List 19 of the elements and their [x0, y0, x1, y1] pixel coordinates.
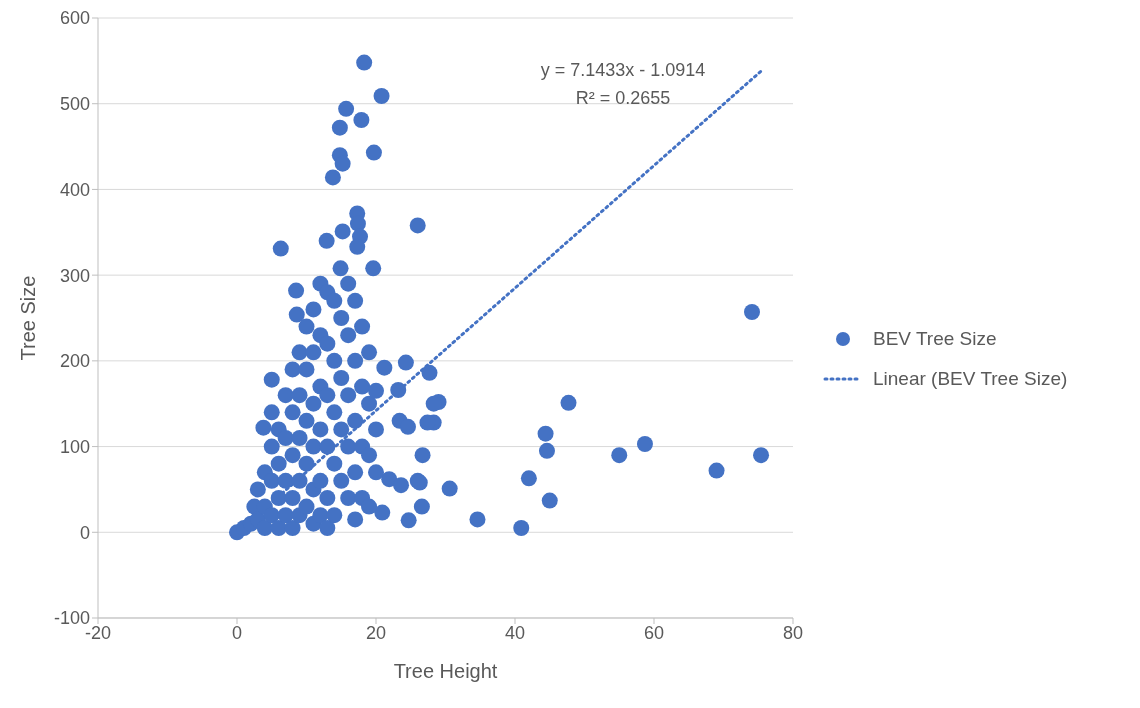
annotation: R² = 0.2655 [574, 88, 672, 109]
legend-label: BEV Tree Size [873, 328, 997, 350]
y-axis-title: Tree Size [17, 275, 40, 361]
x-tick-label: 80 [782, 622, 804, 643]
x-tick-label: 60 [643, 622, 665, 643]
y-tick-label: 100 [59, 436, 90, 457]
y-tick-label: 400 [59, 179, 90, 200]
y-tick-label: 500 [59, 94, 90, 115]
y-tick-label: 600 [59, 8, 90, 29]
annotation: y = 7.1433x - 1.0914 [539, 60, 707, 81]
y-tick-label: 200 [59, 351, 90, 372]
y-tick-label: 0 [79, 522, 90, 543]
x-axis-title: Tree Height [393, 660, 498, 682]
x-tick-label: 0 [231, 622, 243, 643]
x-tick-label: 40 [504, 622, 526, 643]
legend-label: Linear (BEV Tree Size) [873, 368, 1068, 390]
x-tick-label: 20 [365, 622, 387, 643]
y-tick-label: 300 [59, 265, 90, 286]
y-tick-label: -100 [53, 608, 90, 629]
